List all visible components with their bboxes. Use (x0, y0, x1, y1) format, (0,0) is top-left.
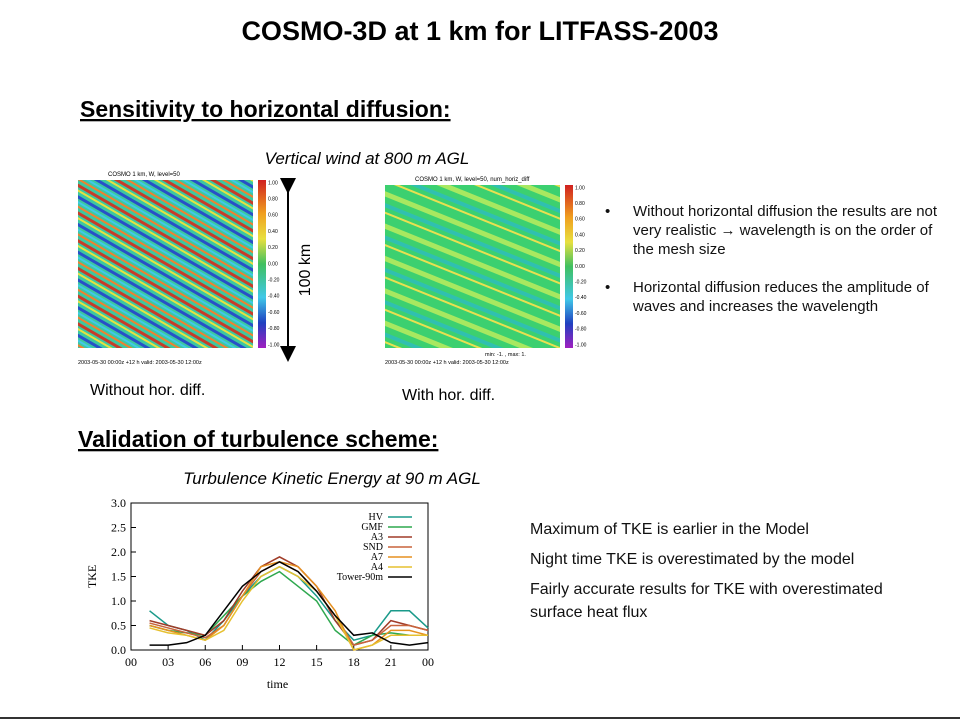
colorbar-label: -0.60 (268, 310, 280, 316)
map-header: COSMO 1 km, W, level=50, num_horiz_diff (415, 177, 530, 183)
legend-label: A4 (371, 562, 383, 573)
title: COSMO-3D at 1 km for LITFASS-2003 (241, 16, 718, 46)
legend-label: HV (369, 512, 384, 523)
colorbar-label: 0.40 (268, 229, 278, 235)
colorbar-label: 0.00 (575, 264, 585, 270)
note: Maximum of TKE is earlier in the Model (530, 521, 809, 538)
colorbar (258, 180, 266, 348)
map-footer: 2003-05-30 00:00z +12 h valid: 2003-05-3… (78, 360, 202, 366)
legend-label: A3 (371, 532, 383, 543)
notes: Maximum of TKE is earlier in the Model N… (530, 518, 910, 624)
subtitle: Turbulence Kinetic Energy at 90 m AGL (183, 469, 481, 488)
legend-label: GMF (361, 522, 383, 533)
colorbar-label: 0.40 (575, 232, 585, 238)
colorbar-label: 0.60 (268, 213, 278, 219)
x-tick-label: 18 (348, 655, 360, 669)
caption: Without hor. diff. (90, 382, 205, 399)
bullet-text: Without horizontal diffusion the results… (633, 203, 938, 258)
x-tick-label: 00 (125, 655, 137, 669)
legend-label: SND (363, 542, 383, 553)
note: Night time TKE is overestimated by the m… (530, 551, 855, 568)
y-tick-label: 2.5 (111, 521, 126, 535)
x-tick-label: 06 (199, 655, 211, 669)
y-tick-label: 1.0 (111, 594, 126, 608)
colorbar-label: 0.00 (268, 261, 278, 267)
colorbar-label: -0.80 (575, 327, 587, 333)
x-tick-label: 00 (422, 655, 434, 669)
colorbar-label: -0.20 (575, 280, 587, 286)
x-tick-label: 21 (385, 655, 397, 669)
y-tick-label: 0.5 (111, 619, 126, 633)
x-axis-label: time (267, 677, 288, 691)
bullet-text: Horizontal diffusion reduces the amplitu… (633, 279, 929, 315)
colorbar-label: 0.80 (268, 197, 278, 203)
colorbar-label: -0.40 (575, 295, 587, 301)
colorbar-label: -0.40 (268, 294, 280, 300)
series-line (149, 560, 429, 646)
colorbar-label: -0.60 (575, 311, 587, 317)
map-image (78, 180, 253, 348)
scale-label: 100 km (297, 244, 314, 296)
colorbar-label: 1.00 (268, 180, 278, 186)
caption: With hor. diff. (402, 387, 495, 404)
colorbar-label: 0.60 (575, 217, 585, 223)
y-axis-label: TKE (85, 565, 99, 588)
series-line (149, 556, 429, 646)
colorbar-label: -0.20 (268, 278, 280, 284)
map-image (385, 185, 560, 348)
colorbar-label: 0.20 (575, 248, 585, 254)
y-tick-label: 0.0 (111, 643, 126, 657)
map-footer: 2003-05-30 00:00z +12 h valid: 2003-05-3… (385, 360, 509, 366)
colorbar-label: -1.00 (575, 342, 587, 348)
note: Fairly accurate results for TKE with ove… (530, 581, 883, 621)
map-header: COSMO 1 km, W, level=50 (108, 172, 181, 178)
x-tick-label: 09 (236, 655, 248, 669)
bullet-item: • Horizontal diffusion reduces the amplit… (605, 279, 929, 315)
map-stats: min: -1. , max: 1. (485, 352, 526, 358)
x-tick-label: 12 (274, 655, 286, 669)
bullets: • Without horizontal diffusion the result… (605, 202, 940, 316)
y-tick-label: 3.0 (111, 496, 126, 510)
y-tick-label: 2.0 (111, 545, 126, 559)
section-heading: Validation of turbulence scheme: (78, 426, 438, 452)
section-heading: Sensitivity to horizontal diffusion: (80, 96, 451, 122)
series-line (149, 565, 428, 651)
subtitle: Vertical wind at 800 m AGL (265, 149, 470, 168)
bullet-item: • Without horizontal diffusion the result… (605, 203, 938, 258)
legend-label: A7 (371, 552, 383, 563)
colorbar-label: 1.00 (575, 185, 585, 191)
colorbar-label: 0.80 (575, 201, 585, 207)
x-tick-label: 15 (311, 655, 323, 669)
colorbar-label: 0.20 (268, 245, 278, 251)
colorbar (565, 185, 573, 348)
colorbar-label: -0.80 (268, 326, 280, 332)
y-tick-label: 1.5 (111, 570, 126, 584)
x-tick-label: 03 (162, 655, 174, 669)
colorbar-label: -1.00 (268, 342, 280, 348)
legend-label: Tower-90m (337, 572, 384, 583)
series-line (149, 570, 428, 646)
